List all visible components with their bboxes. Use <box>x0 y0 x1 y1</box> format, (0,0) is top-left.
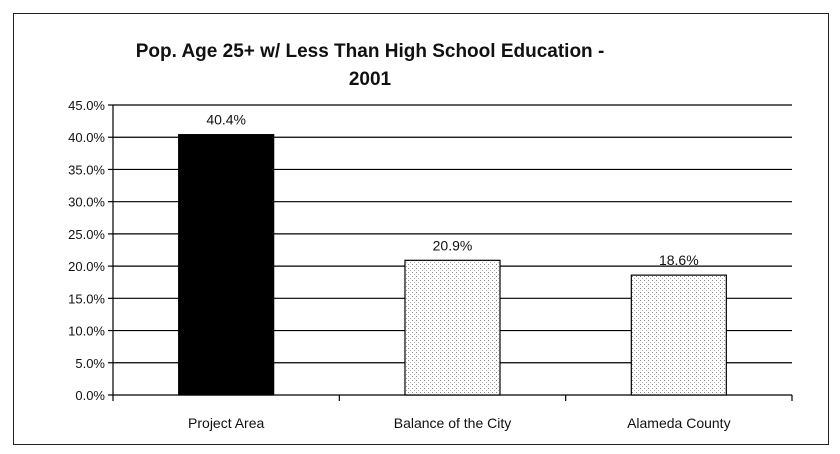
y-tick-label: 10.0% <box>68 324 105 339</box>
data-labels: 40.4% 20.9% 18.6% <box>206 112 698 268</box>
y-tick-label: 15.0% <box>68 291 105 306</box>
y-tick-label: 0.0% <box>75 388 105 403</box>
category-label: Alameda County <box>627 415 731 431</box>
y-tick-label: 45.0% <box>68 98 105 113</box>
bar <box>630 274 727 396</box>
y-tick-label: 35.0% <box>68 162 105 177</box>
chart-title: Pop. Age 25+ w/ Less Than High School Ed… <box>80 38 660 94</box>
category-labels: Project Area Balance of the City Alameda C… <box>188 415 731 431</box>
chart-title-line-1: Pop. Age 25+ w/ Less Than High School Ed… <box>135 41 605 62</box>
data-label: 18.6% <box>659 252 699 268</box>
bars <box>178 134 727 396</box>
y-tick-label: 40.0% <box>68 130 105 145</box>
category-label: Project Area <box>188 415 264 431</box>
y-tick-label: 30.0% <box>68 195 105 210</box>
data-label: 40.4% <box>206 112 246 128</box>
y-tick-labels: 0.0% 5.0% 10.0% 15.0% 20.0% 25.0% 30.0% 35.0% 40… <box>68 98 105 403</box>
y-tick-label: 20.0% <box>68 259 105 274</box>
data-label: 20.9% <box>433 237 473 253</box>
y-tick-label: 5.0% <box>75 356 105 371</box>
bar <box>404 259 501 396</box>
chart-title-line-2: 2001 <box>348 69 392 90</box>
bar <box>178 134 275 396</box>
category-label: Balance of the City <box>394 415 512 431</box>
y-tick-label: 25.0% <box>68 227 105 242</box>
